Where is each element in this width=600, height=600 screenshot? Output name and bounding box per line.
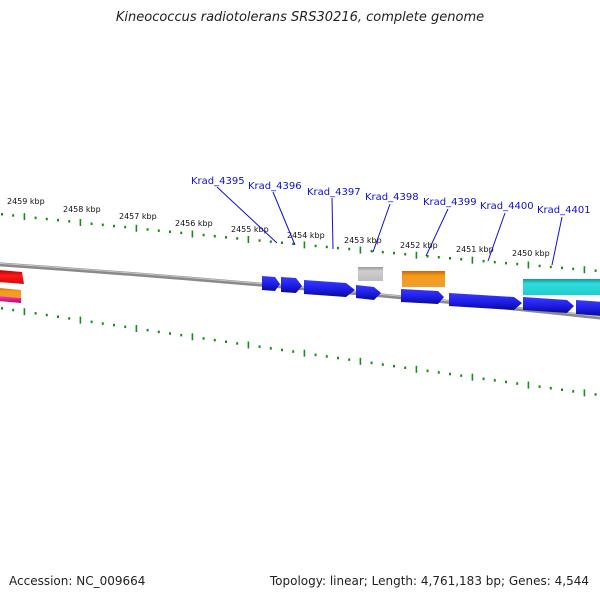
gene-feature-cyan[interactable] [523, 279, 600, 295]
gene-feature-krad-4401[interactable] [523, 297, 574, 313]
scale-label: 2452 kbp [400, 241, 438, 250]
leader-line [216, 186, 278, 244]
gene-feature-krad-4396[interactable] [281, 277, 302, 293]
leader-lines [216, 186, 563, 266]
genome-backbone [0, 262, 600, 320]
gene-feature-magenta[interactable] [0, 296, 21, 303]
top-tick-row [1, 213, 597, 274]
scale-label: 2454 kbp [287, 231, 325, 240]
gene-label-krad-4399[interactable]: Krad_4399 [423, 197, 477, 208]
gene-feature-krad-4400[interactable] [449, 293, 522, 310]
scale-label: 2455 kbp [231, 225, 269, 234]
gene-labels: Krad_4395 Krad_4396 Krad_4397 Krad_4398 … [191, 176, 591, 216]
scale-label: 2456 kbp [175, 219, 213, 228]
gene-features [0, 267, 600, 316]
leader-line [372, 203, 391, 253]
gene-feature-krad-4399-b[interactable] [401, 289, 444, 304]
gene-feature-orange[interactable] [0, 288, 21, 298]
gene-feature-red[interactable] [0, 270, 24, 284]
accession-text: Accession: NC_009664 [9, 574, 146, 588]
bottom-tick-row [1, 307, 597, 397]
gene-feature-krad-4398[interactable] [358, 267, 383, 281]
scale-labels: 2459 kbp 2458 kbp 2457 kbp 2456 kbp 2455… [7, 197, 550, 258]
map-title: Kineococcus radiotolerans SRS30216, comp… [115, 10, 485, 25]
gene-label-krad-4396[interactable]: Krad_4396 [248, 181, 302, 192]
gene-feature-krad-4395[interactable] [262, 276, 280, 291]
leader-line [487, 212, 506, 262]
scale-label: 2451 kbp [456, 245, 494, 254]
scale-label: 2450 kbp [512, 249, 550, 258]
gene-feature-krad-4398-a[interactable] [356, 285, 381, 300]
leader-line [425, 208, 449, 257]
leader-line [331, 197, 334, 250]
gene-label-krad-4401[interactable]: Krad_4401 [537, 205, 591, 216]
scale-label: 2453 kbp [344, 236, 382, 245]
gene-feature-blue-edge[interactable] [576, 300, 600, 316]
gene-label-krad-4395[interactable]: Krad_4395 [191, 176, 245, 187]
leader-line [551, 216, 563, 266]
scale-label: 2458 kbp [63, 205, 101, 214]
gene-feature-krad-4397[interactable] [304, 280, 355, 297]
scale-label: 2457 kbp [119, 212, 157, 221]
scale-label: 2459 kbp [7, 197, 45, 206]
gene-label-krad-4400[interactable]: Krad_4400 [480, 201, 534, 212]
leader-line [272, 191, 296, 246]
gene-label-krad-4397[interactable]: Krad_4397 [307, 187, 361, 198]
gene-feature-krad-4399[interactable] [402, 271, 445, 287]
genome-stats-text: Topology: linear; Length: 4,761,183 bp; … [269, 574, 589, 588]
gene-label-krad-4398[interactable]: Krad_4398 [365, 192, 419, 203]
